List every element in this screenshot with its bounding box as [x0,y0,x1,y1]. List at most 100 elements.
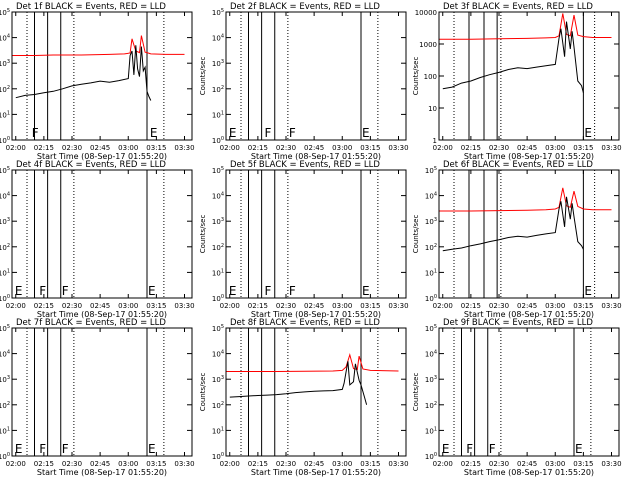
y-tick-label: 102 [212,85,224,94]
y-tick-label: 101 [212,110,224,119]
y-tick-label: 1 [433,137,437,145]
marker-label-2: F [39,284,46,298]
marker-label-2: F [265,126,272,140]
y-tick-label: 103 [212,375,224,384]
plot-frame [11,11,193,141]
y-tick-label: 10000 [415,9,437,17]
x-axis-label: Start Time (08-Sep-17 01:55:20) [37,310,167,319]
y-tick-label: 102 [212,401,224,410]
y-tick-label: 103 [212,59,224,68]
x-tick-label: 03:30 [174,460,194,468]
x-tick-label: 02:45 [304,460,324,468]
y-tick-label: 104 [0,192,10,201]
x-tick-label: 03:00 [118,460,138,468]
x-tick-label: 02:00 [6,460,26,468]
y-tick-label: 104 [425,192,437,201]
x-tick-label: 02:45 [304,302,324,310]
x-tick-label: 03:15 [573,460,593,468]
y-tick-label: 102 [0,243,10,252]
marker-label-2: F [466,442,473,456]
x-tick-label: 02:45 [517,144,537,152]
y-tick-label: 102 [0,401,10,410]
x-tick-label: 02:30 [62,302,82,310]
y-tick-label: 103 [425,217,437,226]
marker-label-1: E [442,442,450,456]
panel-title: Det 6f BLACK = Events, RED = LLD [443,160,593,170]
x-axis-label: Start Time (08-Sep-17 01:55:20) [464,310,594,319]
marker-label-1: F [32,126,39,140]
y-tick-label: 105 [212,166,224,175]
x-axis-label: Start Time (08-Sep-17 01:55:20) [251,468,381,477]
marker-label-1: E [15,442,23,456]
y-tick-label: 100 [212,294,224,303]
y-tick-label: 101 [212,268,224,277]
x-tick-label: 02:15 [248,302,268,310]
x-axis-label: Start Time (08-Sep-17 01:55:20) [251,310,381,319]
x-tick-label: 02:45 [90,144,110,152]
x-tick-label: 03:00 [332,302,352,310]
y-tick-label: 100 [425,452,437,461]
x-tick-label: 02:15 [461,460,481,468]
x-tick-label: 03:00 [332,144,352,152]
y-tick-label: 104 [0,350,10,359]
events-series-line [442,196,584,252]
x-tick-label: 02:15 [34,302,54,310]
x-tick-label: 03:15 [360,460,380,468]
x-axis-label: Start Time (08-Sep-17 01:55:20) [464,468,594,477]
plot-frame [225,327,407,457]
x-tick-label: 03:30 [601,460,621,468]
x-tick-label: 02:00 [433,144,453,152]
x-tick-label: 03:30 [388,144,408,152]
y-tick-label: 105 [0,8,10,17]
y-tick-label: 104 [212,192,224,201]
x-tick-label: 02:15 [34,460,54,468]
y-axis-label: Counts/sec [412,57,420,96]
y-tick-label: 103 [0,375,10,384]
x-tick-label: 03:00 [118,144,138,152]
y-tick-label: 105 [0,324,10,333]
y-tick-label: 10 [428,105,437,113]
x-tick-label: 03:00 [545,460,565,468]
y-axis-label: Counts/sec [412,215,420,254]
marker-label-4: E [362,284,370,298]
y-tick-label: 100 [0,136,10,145]
marker-label-2: F [39,442,46,456]
plot-frame [225,169,407,299]
detector-panel-9: E F F E Det 9f BLACK = Events, RED = LLD 100 1… [412,318,622,477]
panel-title: Det 2f BLACK = Events, RED = LLD [230,2,380,12]
x-tick-label: 02:00 [220,460,240,468]
x-tick-label: 02:15 [34,144,54,152]
y-axis-label: Counts/sec [199,57,207,96]
y-tick-label: 104 [425,350,437,359]
plot-frame [438,11,620,141]
x-tick-label: 03:15 [146,144,166,152]
y-tick-label: 101 [425,426,437,435]
plot-frame [225,11,407,141]
detector-panel-6: E Det 6f BLACK = Events, RED = LLD 100 101 1… [412,160,622,319]
x-tick-label: 03:00 [545,144,565,152]
y-tick-label: 103 [212,217,224,226]
events-series-line [442,21,584,93]
y-tick-label: 100 [212,136,224,145]
x-tick-label: 02:30 [276,144,296,152]
detector-panel-8: Det 8f BLACK = Events, RED = LLD 100 101 10… [199,318,409,477]
y-tick-label: 102 [425,401,437,410]
marker-label-2: E [150,126,158,140]
x-tick-label: 02:30 [276,302,296,310]
x-tick-label: 02:00 [220,302,240,310]
x-tick-label: 03:15 [146,460,166,468]
x-tick-label: 03:15 [146,302,166,310]
panel-title: Det 9f BLACK = Events, RED = LLD [443,318,593,328]
marker-label-4: E [148,442,156,456]
y-tick-label: 103 [0,217,10,226]
plot-frame [438,169,620,299]
y-axis-label: Counts/sec [199,373,207,412]
detector-panel-7: E F F E Det 7f BLACK = Events, RED = LLD 100 1… [0,318,195,477]
detector-panel-4: E F F E Det 4f BLACK = Events, RED = LLD 100 1… [0,160,195,319]
x-tick-label: 02:45 [517,460,537,468]
y-tick-label: 105 [212,8,224,17]
y-tick-label: 105 [425,324,437,333]
x-tick-label: 03:15 [360,144,380,152]
marker-label-4: E [148,284,156,298]
